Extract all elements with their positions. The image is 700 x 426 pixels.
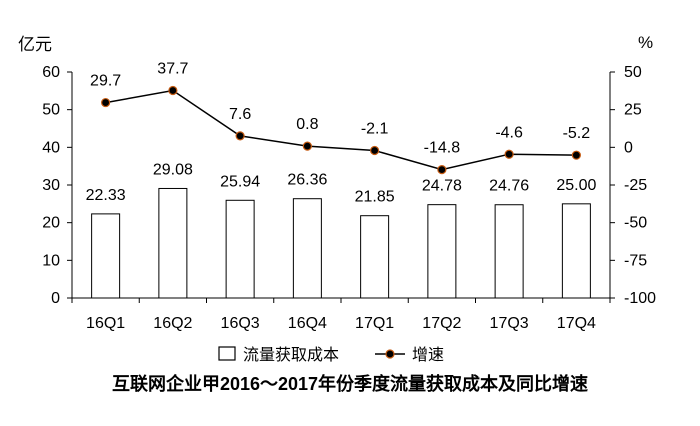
growth-point bbox=[437, 165, 447, 175]
growth-point bbox=[235, 131, 245, 141]
growth-value-label: 37.7 bbox=[157, 61, 188, 78]
y-right-tick-label: -25 bbox=[624, 177, 647, 194]
y-left-tick-label: 20 bbox=[42, 215, 60, 232]
growth-value-label: -2.1 bbox=[361, 120, 389, 137]
bar-value-label: 26.36 bbox=[287, 172, 327, 189]
growth-line bbox=[105, 89, 577, 171]
growth-point bbox=[101, 97, 111, 108]
growth-point bbox=[302, 141, 312, 151]
y-left-tick-label: 30 bbox=[42, 177, 60, 194]
x-tick-label: 17Q1 bbox=[355, 315, 394, 332]
bars-layer bbox=[91, 187, 591, 299]
chart-title: 互联网企业甲2016～2017年份季度流量获取成本及同比增速 bbox=[112, 373, 588, 394]
bar-value-label: 24.76 bbox=[489, 178, 529, 195]
y-right-tick-label: 50 bbox=[624, 64, 642, 81]
labels-layer: 22.33 29.08 25.94 26.36 21.85 24.78 24.76 25.00… bbox=[86, 61, 597, 206]
growth-value-label: -5.2 bbox=[563, 125, 591, 142]
bar bbox=[494, 204, 524, 299]
y-right-tick-label: 25 bbox=[624, 102, 642, 119]
bar-value-label: 22.33 bbox=[86, 187, 126, 204]
growth-point bbox=[571, 150, 581, 160]
line-layer bbox=[101, 85, 581, 175]
x-tick-label: 16Q4 bbox=[288, 315, 327, 332]
bar-value-label: 24.78 bbox=[422, 178, 462, 195]
y-right-tick-label: -75 bbox=[624, 252, 647, 269]
y-right-tick-label: -50 bbox=[624, 215, 647, 232]
growth-point bbox=[504, 149, 514, 159]
bar bbox=[292, 198, 322, 299]
axes-layer: 0 10 20 30 40 50 60 -100 -75 -50 -25 0 25 50 16Q1 16Q2 1… bbox=[42, 64, 656, 332]
bar-value-label: 25.00 bbox=[556, 177, 596, 194]
y-right-tick-label: 0 bbox=[624, 139, 633, 156]
growth-value-label: -14.8 bbox=[424, 140, 461, 157]
y-right-unit-label: % bbox=[638, 33, 653, 52]
x-tick-label: 17Q4 bbox=[557, 315, 596, 332]
x-tick-label: 17Q2 bbox=[422, 315, 461, 332]
x-tick-label: 16Q3 bbox=[221, 315, 260, 332]
growth-point bbox=[370, 145, 380, 156]
growth-value-label: 0.8 bbox=[296, 116, 318, 133]
y-left-tick-label: 60 bbox=[42, 64, 60, 81]
legend-line-marker bbox=[385, 349, 395, 359]
bar bbox=[91, 213, 121, 299]
y-left-tick-label: 10 bbox=[42, 252, 60, 269]
legend: 流量获取成本 增速 bbox=[218, 346, 444, 364]
bar-value-label: 25.94 bbox=[220, 173, 260, 190]
bar bbox=[561, 203, 591, 299]
y-left-tick-label: 50 bbox=[42, 102, 60, 119]
x-tick-label: 17Q3 bbox=[490, 315, 529, 332]
bar bbox=[225, 199, 255, 299]
growth-value-label: 29.7 bbox=[90, 73, 121, 90]
y-left-tick-label: 0 bbox=[51, 290, 60, 307]
bar-value-label: 29.08 bbox=[153, 161, 193, 178]
y-right-tick-label: -100 bbox=[624, 290, 656, 307]
growth-point bbox=[168, 85, 178, 96]
x-tick-label: 16Q2 bbox=[153, 315, 192, 332]
bar bbox=[427, 204, 457, 299]
legend-bar-swatch bbox=[218, 346, 236, 361]
x-tick-label: 16Q1 bbox=[86, 315, 125, 332]
y-left-tick-label: 40 bbox=[42, 139, 60, 156]
growth-value-label: 7.6 bbox=[229, 106, 251, 123]
bar-value-label: 21.85 bbox=[355, 189, 395, 206]
growth-value-label: -4.6 bbox=[495, 124, 523, 141]
legend-line-label: 增速 bbox=[412, 346, 444, 364]
legend-bar-label: 流量获取成本 bbox=[243, 346, 339, 364]
bar bbox=[158, 187, 188, 299]
bar bbox=[360, 215, 390, 299]
y-left-unit-label: 亿元 bbox=[18, 35, 52, 54]
